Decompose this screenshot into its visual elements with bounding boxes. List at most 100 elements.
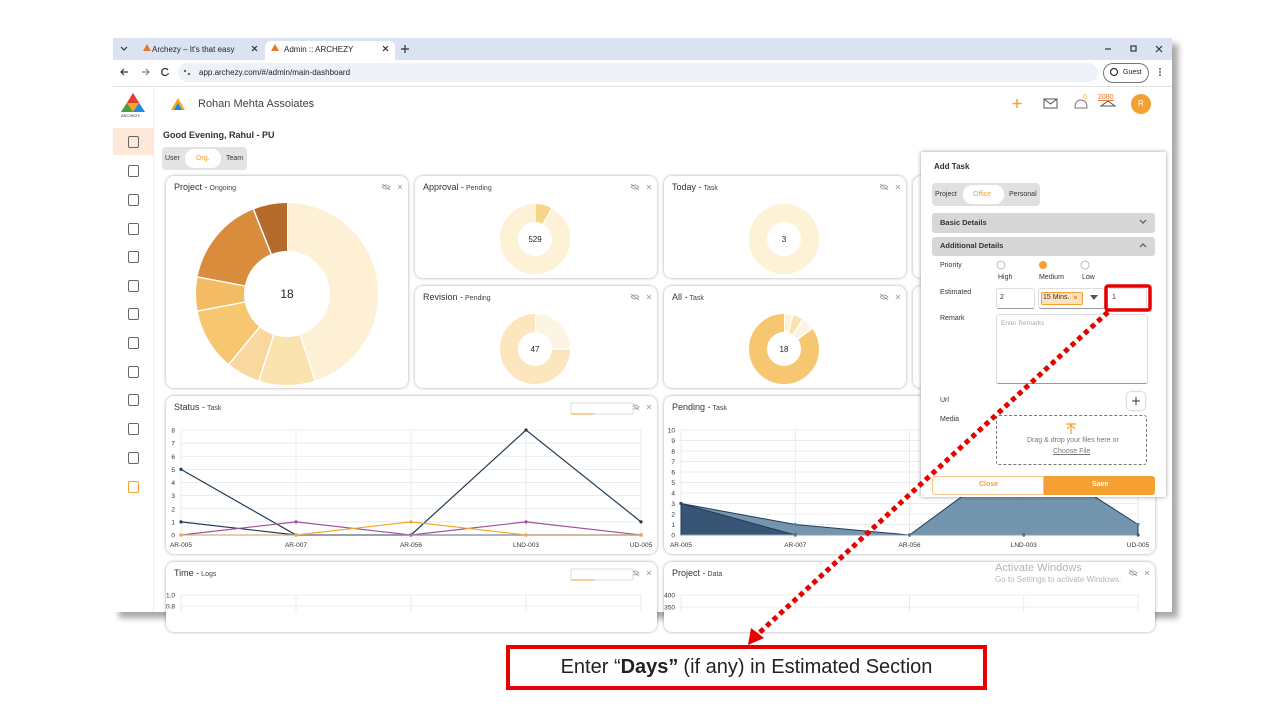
close-icon[interactable] [397, 184, 403, 190]
type-tab[interactable]: Project [935, 191, 957, 198]
nav-icon[interactable] [128, 223, 139, 235]
radio-selected[interactable] [1039, 261, 1047, 269]
avatar-initial[interactable]: R [1138, 99, 1144, 108]
tab-title[interactable]: Admin :: ARCHEZY [284, 45, 354, 54]
close-button[interactable] [932, 476, 1044, 495]
x-tick-label: AR-007 [784, 542, 806, 549]
close-icon[interactable] [646, 294, 652, 300]
filter-group [570, 568, 634, 581]
card-title: All - [672, 292, 688, 302]
y-tick-label: 1.0 [166, 593, 175, 600]
close-tab[interactable] [251, 45, 258, 52]
segment-separator [797, 327, 813, 340]
radio[interactable] [1080, 260, 1090, 270]
hours-input[interactable] [996, 288, 1035, 309]
hide-icon[interactable] [1128, 569, 1138, 577]
points-icon[interactable] [1099, 100, 1117, 107]
reload[interactable] [161, 67, 170, 77]
nav-icon[interactable] [128, 251, 139, 263]
priority-option[interactable]: High [998, 274, 1013, 281]
profile-button[interactable] [1103, 63, 1149, 83]
section-title[interactable]: Basic Details [940, 218, 987, 227]
pointer-arrow [756, 310, 1110, 636]
remark-input[interactable] [996, 314, 1148, 384]
radio[interactable] [996, 260, 1006, 270]
chevron-up[interactable] [1139, 243, 1147, 248]
nav-icon[interactable] [128, 165, 139, 177]
point [679, 501, 683, 506]
nav-icon[interactable] [128, 280, 139, 292]
close-label[interactable]: Close [979, 481, 999, 488]
card-title: Approval - Pending [423, 182, 492, 194]
view-active[interactable] [185, 149, 221, 168]
minutes-value[interactable]: 15 Mins. [1043, 294, 1070, 301]
back[interactable] [120, 68, 128, 76]
url[interactable]: app.archezy.com/#/admin/main-dashboard [199, 68, 351, 77]
nav-icon[interactable] [128, 194, 139, 206]
card-title: Project - Data [672, 568, 722, 580]
view-tab[interactable]: User [165, 155, 180, 162]
maximize[interactable] [1130, 45, 1137, 52]
nav-icon[interactable] [128, 366, 139, 378]
dropdown-arrow[interactable] [1090, 295, 1098, 300]
view-tab[interactable]: Org. [196, 155, 210, 162]
mail-icon[interactable] [1043, 98, 1058, 109]
close-icon[interactable] [895, 184, 901, 190]
nav-icon[interactable] [128, 452, 139, 464]
tab-search[interactable] [120, 46, 128, 51]
hide-icon[interactable] [879, 183, 889, 191]
save-label[interactable]: Save [1092, 481, 1109, 488]
tab-title[interactable]: Archezy – It's that easy [152, 45, 235, 54]
drop-zone[interactable] [996, 415, 1147, 465]
close-icon[interactable] [646, 570, 652, 576]
priority-option[interactable]: Low [1082, 274, 1095, 281]
active-tab[interactable] [265, 41, 395, 60]
days-value[interactable]: 1 [1112, 294, 1116, 301]
close-icon[interactable] [646, 404, 652, 410]
new-tab[interactable] [401, 45, 409, 53]
close-tab[interactable] [382, 45, 389, 52]
section-header[interactable] [932, 213, 1155, 233]
card-title: Revision - [423, 292, 464, 302]
nav-icon[interactable] [128, 136, 139, 148]
nav-icon[interactable] [128, 337, 139, 349]
type-tab[interactable]: Personal [1009, 191, 1037, 198]
add-button[interactable] [1012, 99, 1022, 108]
minutes-chip[interactable] [1041, 292, 1083, 305]
section-title[interactable]: Additional Details [940, 241, 1004, 250]
close-window[interactable] [1155, 45, 1163, 53]
hide-icon[interactable] [630, 183, 640, 191]
priority-option[interactable]: Medium [1039, 274, 1064, 281]
profile-name[interactable]: Guest [1123, 69, 1142, 76]
type-tab[interactable]: Office [973, 191, 992, 198]
hide-icon[interactable] [630, 293, 640, 301]
chip-remove[interactable] [1073, 295, 1078, 300]
save-button[interactable] [1044, 476, 1155, 495]
section-header[interactable] [932, 237, 1155, 256]
type-active[interactable] [963, 185, 1004, 204]
hide-icon[interactable] [879, 293, 889, 301]
close-icon[interactable] [646, 184, 652, 190]
plus-icon[interactable] [1132, 397, 1140, 405]
nav-icon[interactable] [128, 394, 139, 406]
donut-segment [500, 314, 570, 384]
remark-placeholder[interactable]: Enter Remarks [1001, 320, 1045, 327]
y-tick-label: 2 [671, 512, 675, 519]
notification-icon[interactable] [1074, 99, 1088, 109]
avatar[interactable] [1131, 94, 1151, 114]
nav-icon[interactable] [128, 308, 139, 320]
nav-home-active[interactable] [113, 128, 153, 155]
donut-segment [500, 204, 570, 274]
close-icon[interactable] [1144, 570, 1150, 576]
nav-icon[interactable] [128, 481, 139, 493]
address-bar[interactable] [178, 63, 1098, 82]
nav-icon[interactable] [128, 423, 139, 435]
hours-value[interactable]: 2 [1000, 294, 1004, 301]
hide-icon[interactable] [381, 183, 391, 191]
chevron-down[interactable] [1139, 219, 1147, 224]
view-tab[interactable]: Team [226, 155, 244, 162]
forward[interactable] [142, 68, 150, 76]
upload-icon [1066, 423, 1076, 434]
close-icon[interactable] [895, 294, 901, 300]
choose-file[interactable]: Choose File [1053, 448, 1091, 455]
